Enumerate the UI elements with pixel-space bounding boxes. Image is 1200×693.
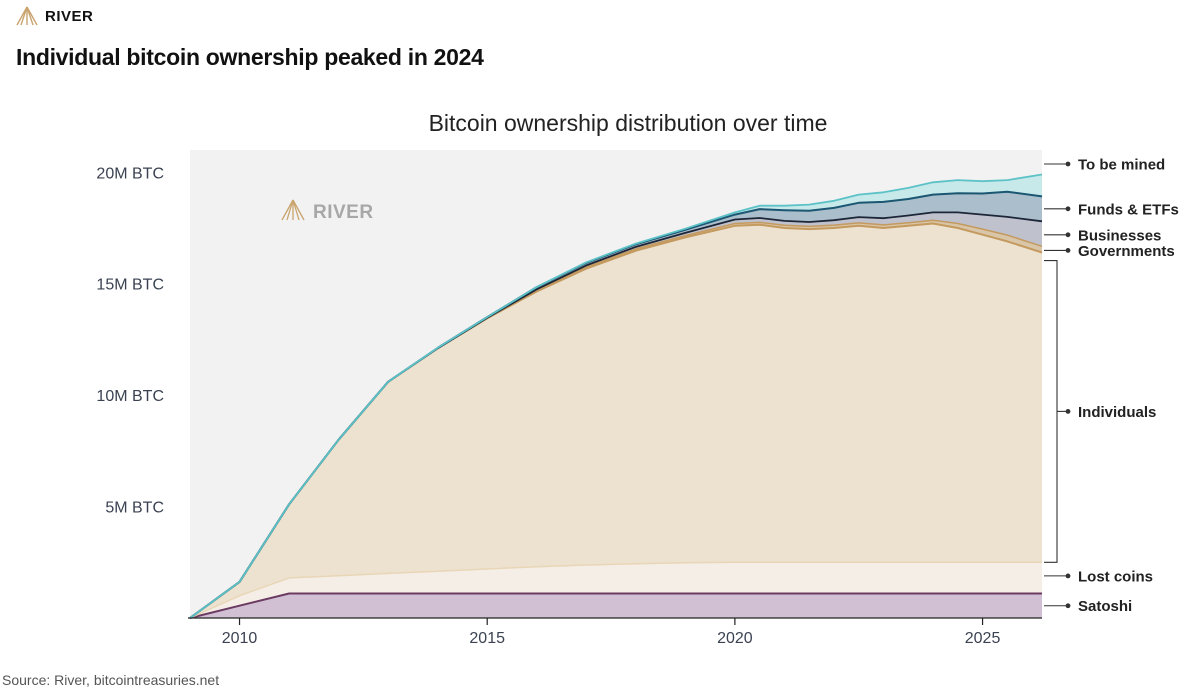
chart-title: Bitcoin ownership distribution over time	[429, 110, 828, 136]
legend-dot	[1065, 232, 1071, 238]
legend-label: To be mined	[1078, 157, 1165, 174]
legend-label: Businesses	[1078, 227, 1161, 244]
legend-item-to-be-mined: To be mined	[1044, 157, 1165, 174]
legend-dot	[1065, 206, 1071, 212]
legend-label: Funds & ETFs	[1078, 201, 1179, 218]
x-axis: 2010 2015 2020 2025	[222, 618, 1001, 647]
legend-dot	[1065, 161, 1071, 167]
legend-item-individuals: Individuals	[1044, 259, 1156, 563]
legend-label: Satoshi	[1078, 598, 1132, 615]
brand-name: RIVER	[45, 7, 94, 25]
river-logo-icon	[16, 6, 38, 26]
source-note: Source: River, bitcointreasuries.net	[2, 672, 220, 688]
brand-logo: RIVER	[16, 6, 93, 26]
line-satoshi	[189, 592, 1042, 619]
x-tick-label: 2020	[717, 630, 753, 647]
legend-label: Lost coins	[1078, 568, 1153, 585]
x-tick-label: 2010	[222, 630, 258, 647]
y-tick-label: 5M BTC	[105, 500, 164, 517]
stacked-areas	[190, 174, 1042, 618]
legend-bracket	[1044, 259, 1058, 563]
legend-item-lost-coins: Lost coins	[1044, 568, 1153, 585]
watermark-text: RIVER	[313, 202, 374, 223]
legend-dot	[1065, 573, 1071, 579]
legend-dot	[1065, 409, 1071, 414]
x-tick-label: 2015	[469, 630, 505, 647]
series-lines	[189, 173, 1043, 619]
watermark-logo-icon	[281, 199, 305, 221]
y-axis: 5M BTC 10M BTC 15M BTC 20M BTC	[96, 165, 164, 516]
line-lost-coins	[189, 561, 1042, 619]
y-tick-label: 10M BTC	[96, 388, 164, 405]
legend-item-funds-etfs: Funds & ETFs	[1044, 201, 1179, 218]
river-watermark: RIVER	[281, 199, 374, 223]
legend-label: Individuals	[1078, 404, 1156, 421]
legend-item-businesses: Businesses	[1044, 227, 1161, 244]
y-tick-label: 20M BTC	[96, 165, 164, 182]
legend-dot	[1065, 247, 1071, 253]
legend-item-satoshi: Satoshi	[1044, 598, 1132, 615]
line-to-be-mined	[189, 173, 1043, 619]
legend-item-governments: Governments	[1044, 243, 1175, 260]
area-satoshi	[190, 593, 1042, 618]
y-tick-label: 15M BTC	[96, 277, 164, 294]
area-individuals	[190, 223, 1042, 618]
legend-dot	[1065, 603, 1071, 609]
legend-label: Governments	[1078, 243, 1175, 260]
x-tick-label: 2025	[965, 630, 1001, 647]
area-lost-coins	[190, 562, 1042, 618]
page-title: Individual bitcoin ownership peaked in 2…	[16, 44, 484, 70]
legend: To be mined Funds & ETFs BusinessesGovernm…	[1044, 157, 1179, 615]
